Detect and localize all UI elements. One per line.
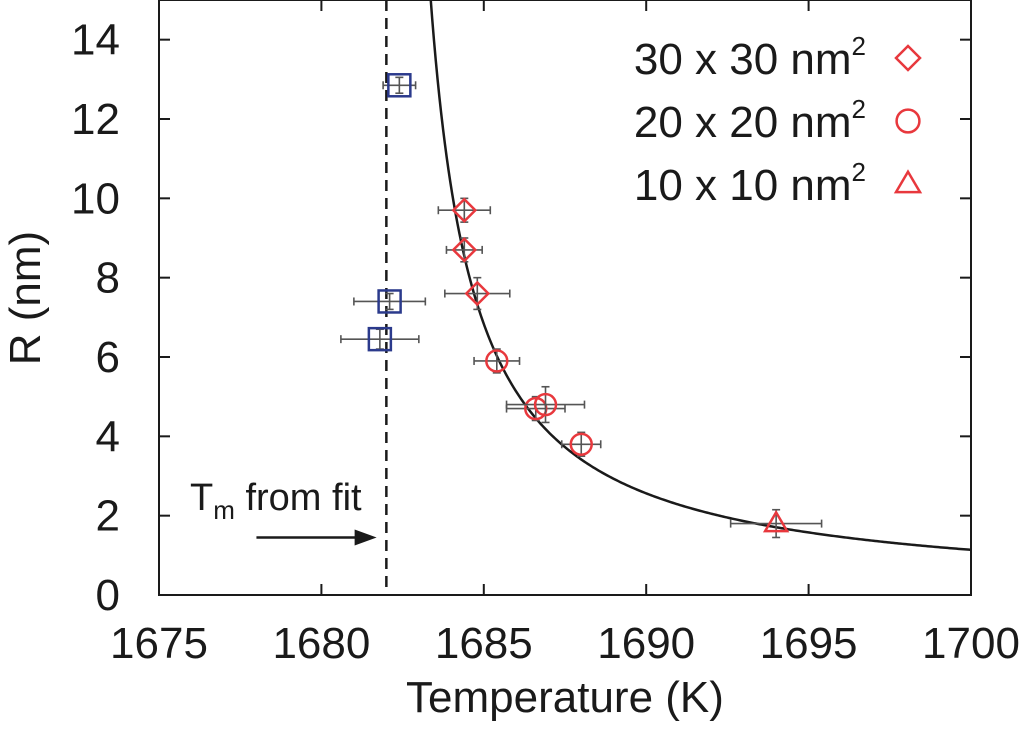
circle-marker — [485, 349, 509, 373]
square-marker — [377, 289, 402, 314]
x-tick-label: 1695 — [760, 619, 858, 668]
y-tick-label: 8 — [96, 254, 120, 303]
data-point-square — [340, 326, 420, 352]
data-point-circle — [505, 385, 586, 424]
circle-marker — [533, 392, 558, 417]
x-tick-label: 1675 — [110, 619, 208, 668]
y-tick-label: 4 — [96, 412, 120, 461]
y-axis-label: R (nm) — [1, 231, 50, 365]
data-point-diamond — [444, 276, 511, 311]
legend-label-superscript: 2 — [852, 31, 866, 61]
tm-annotation-sub: m — [213, 495, 235, 525]
legend-label: 30 x 30 nm2 — [634, 31, 866, 84]
y-tick-label: 12 — [71, 95, 120, 144]
legend-triangle-marker — [893, 169, 923, 194]
data-point-diamond — [445, 237, 483, 263]
legend-label: 20 x 20 nm2 — [634, 94, 866, 147]
circle-marker — [569, 432, 593, 456]
data-point-diamond — [437, 197, 492, 224]
tm-arrow-head — [354, 529, 377, 546]
data-point-circle — [473, 348, 521, 374]
data-layer — [340, 0, 971, 595]
x-tick-label: 1700 — [922, 619, 1020, 668]
fit-curve — [429, 0, 971, 552]
diamond-marker — [451, 237, 478, 263]
tm-annotation-rest: from fit — [235, 477, 362, 519]
legend-diamond-marker — [894, 44, 922, 72]
plot-frame — [158, 0, 972, 596]
x-tick-label: 1690 — [597, 619, 695, 668]
legend-label-text: 30 x 30 nm — [634, 35, 852, 84]
legend-label: 10 x 10 nm2 — [634, 157, 866, 210]
data-point-square — [353, 289, 427, 314]
triangle-marker — [762, 509, 790, 533]
y-tick-label: 6 — [96, 333, 120, 382]
x-axis-label: Temperature (K) — [406, 673, 724, 722]
y-tick-label: 10 — [71, 174, 120, 223]
legend-label-text: 20 x 20 nm — [634, 98, 852, 147]
y-tick-label: 14 — [71, 16, 120, 65]
tm-annotation: Tm from fit — [190, 477, 362, 525]
x-tick-label: 1685 — [435, 619, 533, 668]
x-tick-label: 1680 — [272, 619, 370, 668]
data-point-triangle — [729, 508, 823, 539]
axes: 1675 1680 1685 1690 1695 1700 0 2 4 6 8 10 12 14 — [71, 0, 1020, 668]
square-marker — [367, 326, 393, 352]
legend-label-text: 10 x 10 nm — [634, 161, 852, 210]
square-marker — [387, 73, 412, 98]
tm-annotation-main: T — [190, 477, 213, 519]
diamond-marker — [451, 197, 478, 224]
legend-label-superscript: 2 — [852, 94, 866, 124]
y-tick-label: 0 — [96, 571, 120, 620]
legend-label-superscript: 2 — [852, 157, 866, 187]
data-point-square — [382, 73, 417, 98]
legend-circle-marker — [895, 108, 921, 134]
annotation: Tm from fit — [190, 477, 377, 546]
data-point-circle — [560, 431, 602, 457]
diamond-marker — [464, 280, 491, 307]
y-tick-label: 2 — [96, 492, 120, 541]
